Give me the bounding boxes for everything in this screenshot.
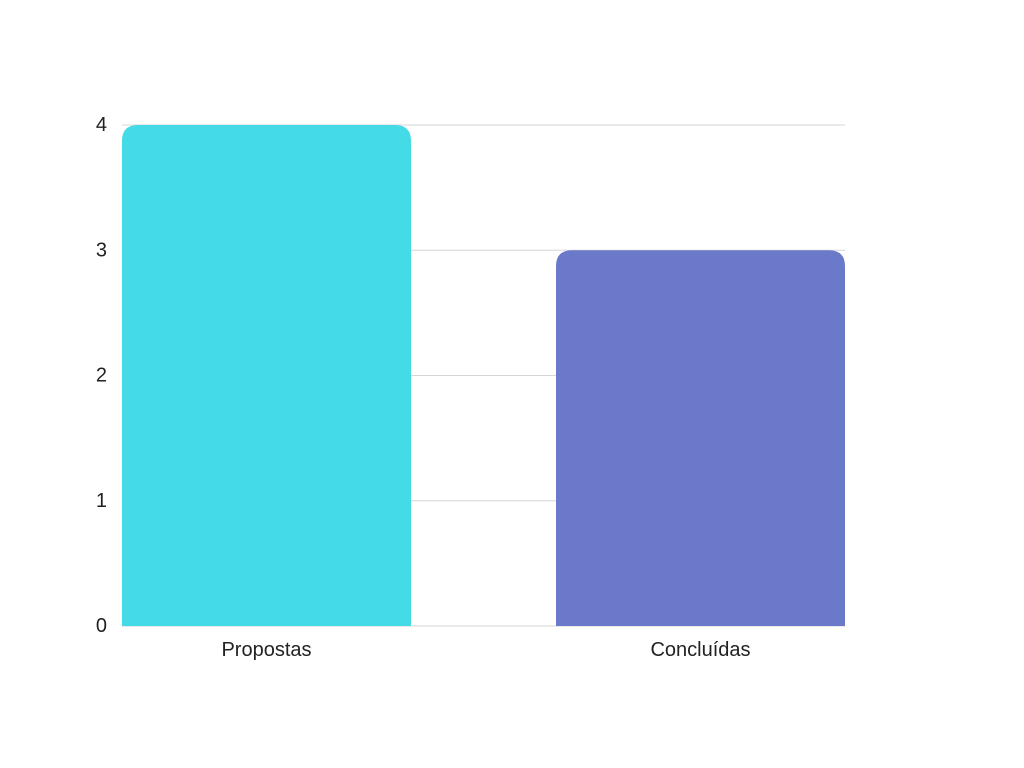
y-tick-label: 2 [96, 365, 107, 387]
x-category-label: Propostas [221, 639, 311, 661]
y-tick-label: 3 [96, 239, 107, 261]
x-category-label: Concluídas [650, 639, 750, 661]
y-tick-label: 4 [96, 114, 107, 136]
y-tick-label: 0 [96, 615, 107, 637]
y-axis-ticks: 0 1 2 3 4 [96, 114, 107, 637]
bar-propostas [122, 125, 411, 626]
bar-concluidas [556, 250, 845, 626]
bars [122, 125, 845, 626]
y-tick-label: 1 [96, 490, 107, 512]
x-axis-labels: Propostas Concluídas [221, 639, 750, 661]
